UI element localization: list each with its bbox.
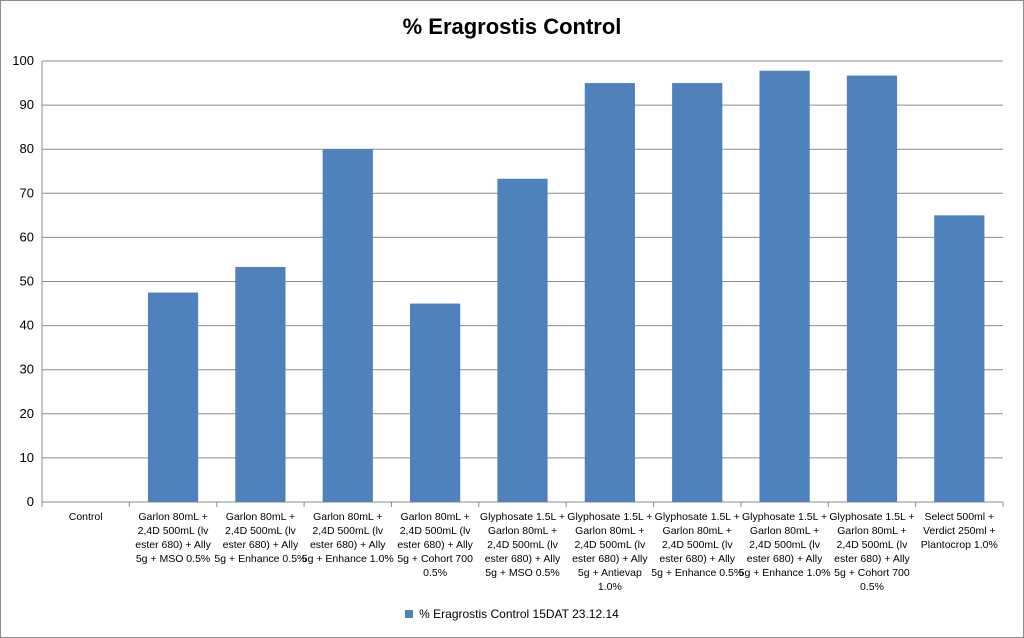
x-tick-label: Garlon 80mL + 2,4D 500mL (lv ester 680) + … [397,511,473,579]
x-tick-label-line: Garlon 80mL + [750,525,819,537]
x-tick-label-line: ester 680) + Ally [572,553,648,565]
legend-label: % Eragrostis Control 15DAT 23.12.14 [419,606,619,621]
bar [147,292,199,502]
y-tick-label: 10 [20,450,34,465]
bar [235,266,286,502]
bar [497,178,548,502]
x-tick-label-line: 5g + Enhance 0.5% [214,553,306,565]
x-tick-label-line: Glyphosate 1.5L + [829,511,914,523]
x-tick-label-line: 0.5% [423,567,447,579]
bar [584,83,635,503]
x-tick-label-line: 5g + Enhance 0.5% [651,567,743,579]
x-tick-label-line: 5g + Cohort 700 [834,567,910,579]
x-tick-label-line: Garlon 80mL + [837,525,906,537]
y-tick-label: 50 [20,274,34,289]
x-tick-label: Glyphosate 1.5L + Garlon 80mL + 2,4D 500mL… [480,511,565,579]
x-tick-label-line: 2,4D 500mL (lv [837,539,909,551]
x-tick-label-line: Verdict 250ml + [923,525,996,537]
x-tick-label-line: 2,4D 500mL (lv [487,539,559,551]
x-tick-label-line: ester 680) + Ally [223,539,299,551]
y-tick-label: 30 [20,362,34,377]
y-tick-label: 100 [12,53,34,68]
x-tick-label-line: 5g + Cohort 700 [397,553,473,565]
y-tick-label: 0 [27,494,34,509]
x-tick-label-line: Garlon 80mL + [138,511,207,523]
x-tick-label-line: ester 680) + Ally [659,553,735,565]
legend: % Eragrostis Control 15DAT 23.12.14 [0,606,1024,621]
x-tick-label: Garlon 80mL + 2,4D 500mL (lv ester 680) + … [302,511,394,565]
y-tick-label: 20 [20,406,34,421]
x-tick-label-line: 5g + Antievap [578,567,642,579]
x-tick-label-line: ester 680) + Ally [397,539,473,551]
x-tick-label-line: Garlon 80mL + [226,511,295,523]
x-tick-label-line: 2,4D 500mL (lv [400,525,472,537]
y-tick-label: 40 [20,318,34,333]
x-tick-label: Glyphosate 1.5L + Garlon 80mL + 2,4D 500mL… [651,511,743,579]
x-tick-label-line: Glyphosate 1.5L + [655,511,740,523]
x-tick-label-line: ester 680) + Ally [310,539,386,551]
bar [410,303,461,502]
legend-swatch [405,609,414,618]
x-tick-label-line: 1.0% [598,581,622,593]
x-tick-label-line: 2,4D 500mL (lv [138,525,210,537]
x-tick-label-line: 2,4D 500mL (lv [574,539,646,551]
bar [846,75,898,502]
y-tick-label: 60 [20,229,34,244]
x-tick-label-line: ester 680) + Ally [135,539,211,551]
x-tick-label-line: Garlon 80mL + [313,511,382,523]
x-tick-label-line: 5g + MSO 0.5% [136,553,210,565]
bar [759,70,810,503]
x-tick-label-line: ester 680) + Ally [485,553,561,565]
x-tick-label: Glyphosate 1.5L + Garlon 80mL + 2,4D 500mL… [829,511,914,593]
x-tick-label-line: Plantocrop 1.0% [921,539,998,551]
chart-title: % Eragrostis Control [402,14,622,39]
x-tick-label-line: Garlon 80mL + [663,525,732,537]
x-tick-label-line: Glyphosate 1.5L + [567,511,652,523]
x-tick-label-line: 2,4D 500mL (lv [749,539,821,551]
x-tick-label: Select 500ml + Verdict 250ml + Plantocrop … [921,511,998,551]
x-tick-label-line: 5g + Enhance 1.0% [302,553,394,565]
x-tick-label-line: Garlon 80mL + [575,525,644,537]
x-tick-label-line: Garlon 80mL + [488,525,557,537]
x-tick-label-line: Glyphosate 1.5L + [742,511,827,523]
x-tick-label-line: ester 680) + Ally [747,553,823,565]
x-tick-label-line: Control [69,511,103,523]
x-tick-label: Garlon 80mL + 2,4D 500mL (lv ester 680) + … [135,511,211,565]
x-tick-label: Control [69,511,103,523]
x-tick-label: Glyphosate 1.5L + Garlon 80mL + 2,4D 500mL… [739,511,831,579]
x-tick-label-line: 5g + Enhance 1.0% [739,567,831,579]
x-tick-label: Glyphosate 1.5L + Garlon 80mL + 2,4D 500mL… [567,511,652,593]
x-tick-label-line: Select 500ml + [924,511,994,523]
y-tick-label: 70 [20,185,34,200]
y-tick-label: 80 [20,141,34,156]
x-tick-label-line: 2,4D 500mL (lv [225,525,297,537]
bar [672,83,723,503]
y-tick-label: 90 [20,97,34,112]
x-tick-label-line: 0.5% [860,581,884,593]
x-tick-label-line: Garlon 80mL + [400,511,469,523]
bar [322,149,373,502]
bar [934,215,985,502]
x-tick-label-line: 2,4D 500mL (lv [312,525,384,537]
x-tick-label: Garlon 80mL + 2,4D 500mL (lv ester 680) + … [214,511,306,565]
x-tick-label-line: ester 680) + Ally [834,553,910,565]
x-tick-label-line: 2,4D 500mL (lv [662,539,734,551]
x-tick-label-line: 5g + MSO 0.5% [485,567,559,579]
x-tick-label-line: Glyphosate 1.5L + [480,511,565,523]
